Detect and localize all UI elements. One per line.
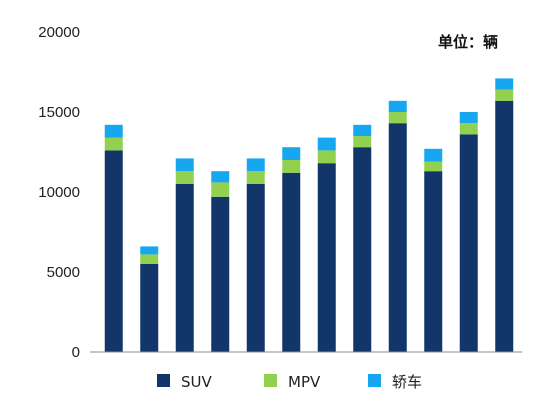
bar-1-5 — [246, 184, 265, 352]
bar-3-9 — [388, 100, 407, 112]
bar-3-10 — [424, 148, 443, 162]
y-axis-ticks: 0 5000 10000 15000 20000 — [38, 24, 80, 361]
bar-1-10 — [424, 171, 443, 352]
bar-2-2 — [140, 254, 159, 264]
bar-3-11 — [459, 112, 478, 124]
bar-1-8 — [353, 147, 372, 352]
bar-3-6 — [282, 147, 301, 160]
y-tick-label-0: 0 — [72, 344, 80, 361]
bar-1-12 — [495, 100, 514, 352]
bar-1-3 — [175, 184, 194, 352]
legend-label-1: SUV — [181, 373, 213, 391]
bar-1-6 — [282, 172, 301, 352]
bar-3-5 — [246, 158, 265, 172]
bar-3-12 — [495, 78, 514, 90]
bar-1-9 — [388, 123, 407, 352]
bar-3-7 — [317, 137, 336, 151]
legend-label-3: 轿车 — [392, 373, 422, 391]
legend-swatch-1 — [157, 374, 170, 387]
bar-2-10 — [424, 161, 443, 172]
bar-3-1 — [104, 124, 123, 138]
bar-1-7 — [317, 163, 336, 352]
bar-2-12 — [495, 89, 514, 101]
bars — [104, 78, 514, 352]
unit-label: 单位：辆 — [438, 33, 498, 51]
y-tick-label-3: 15000 — [38, 104, 80, 121]
bar-2-6 — [282, 160, 301, 173]
bar-2-4 — [211, 182, 230, 197]
bar-2-7 — [317, 150, 336, 164]
bar-2-1 — [104, 137, 123, 151]
bar-3-4 — [211, 171, 230, 183]
bar-2-3 — [175, 171, 194, 184]
y-tick-label-2: 10000 — [38, 184, 80, 201]
bar-2-5 — [246, 171, 265, 184]
bar-1-2 — [140, 264, 159, 352]
y-tick-label-1: 5000 — [47, 264, 80, 281]
bar-3-2 — [140, 246, 159, 255]
bar-2-8 — [353, 136, 372, 148]
legend-label-2: MPV — [288, 373, 321, 391]
bar-1-4 — [211, 196, 230, 352]
bar-1-11 — [459, 134, 478, 352]
bar-2-9 — [388, 112, 407, 124]
bar-1-1 — [104, 150, 123, 352]
legend-swatch-2 — [264, 374, 277, 387]
bar-2-11 — [459, 123, 478, 135]
legend-swatch-3 — [368, 374, 381, 387]
bar-3-8 — [353, 124, 372, 136]
bar-3-3 — [175, 158, 194, 172]
y-tick-label-4: 20000 — [38, 24, 80, 41]
legend: SUV MPV 轿车 — [157, 373, 422, 391]
